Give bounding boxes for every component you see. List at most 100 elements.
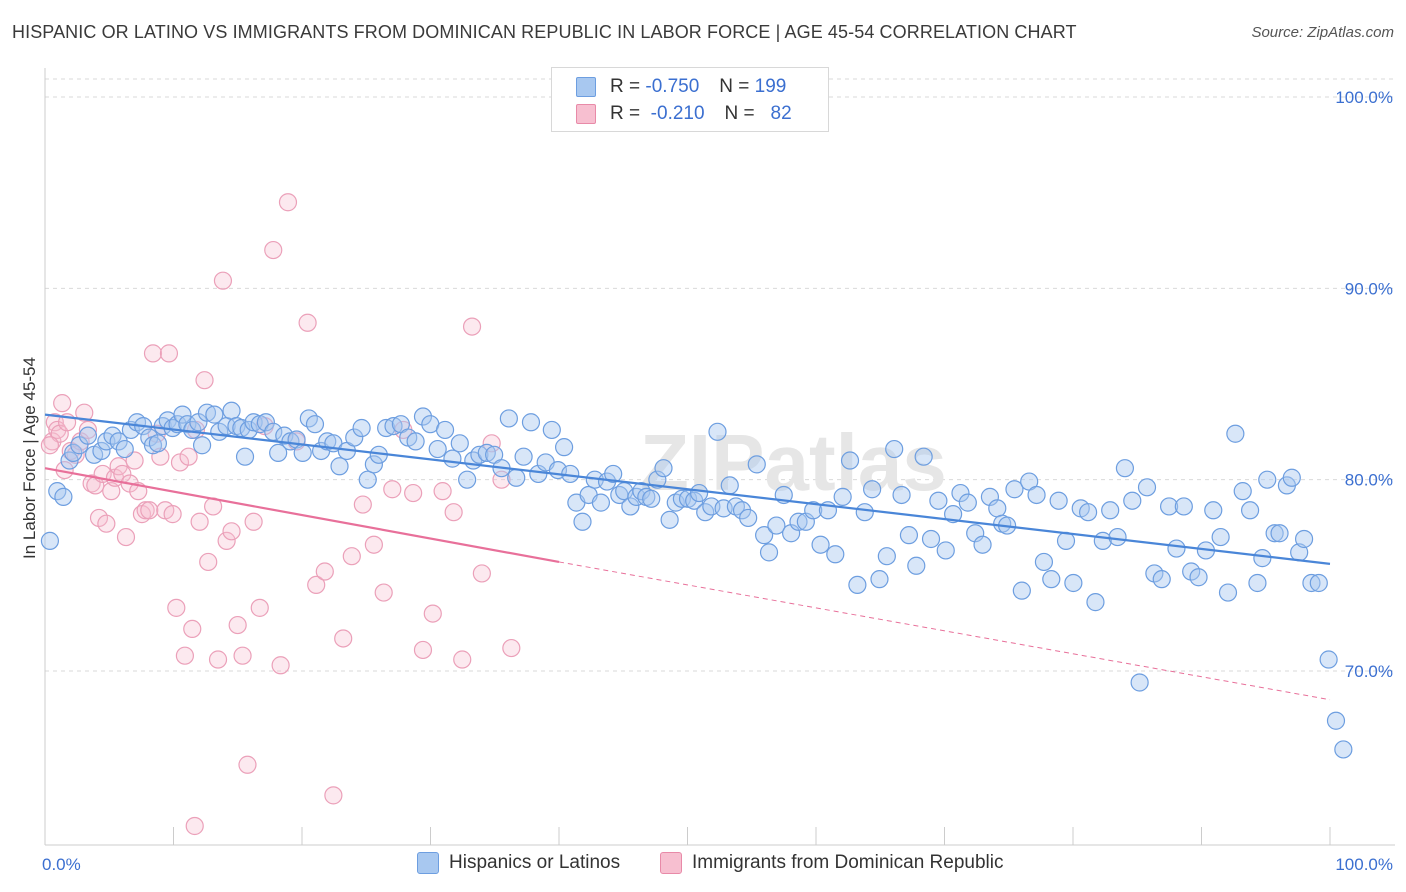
trend-line-hispanics (44, 413, 1331, 565)
point-hispanic (826, 545, 845, 564)
point-dominican (334, 629, 353, 648)
point-hispanic (477, 443, 496, 462)
legend-label-hispanics: Hispanics or Latinos (449, 852, 621, 873)
legend-row-blue: R = -0.750 N = 199 (576, 76, 786, 98)
point-hispanic (358, 470, 377, 489)
point-hispanic (173, 405, 192, 424)
pink-swatch (576, 104, 596, 124)
point-hispanic (951, 483, 970, 503)
point-dominican (140, 501, 159, 520)
point-hispanic (54, 487, 73, 506)
point-dominican (244, 512, 263, 531)
y-tick-labels: 70.0% 80.0% 90.0% 100.0% (1335, 88, 1393, 681)
legend-item-hispanics: Hispanics or Latinos (417, 852, 620, 874)
correlation-legend: R = -0.750 N = 199 R = -0.210 N = 82 (551, 67, 829, 132)
point-dominican (342, 547, 361, 566)
r-label: R = (610, 76, 641, 97)
point-dominican (433, 482, 452, 501)
point-hispanic (648, 470, 667, 489)
point-dominican (353, 495, 372, 514)
series-hispanics-points (40, 401, 1353, 759)
point-dominican (315, 562, 334, 581)
point-hispanic (1115, 459, 1135, 478)
point-hispanic (235, 447, 255, 466)
point-hispanic (1027, 485, 1046, 505)
point-hispanic (413, 407, 433, 426)
point-hispanic (811, 535, 830, 554)
point-hispanic (973, 535, 992, 554)
point-hispanic (907, 556, 926, 575)
point-dominican (502, 638, 521, 658)
point-hispanic (406, 432, 425, 451)
point-dominican (264, 240, 283, 260)
point-hispanic (863, 480, 882, 499)
point-hispanic (458, 470, 477, 489)
point-hispanic (921, 529, 941, 549)
point-hispanic (627, 487, 646, 506)
point-hispanic (305, 415, 325, 434)
point-hispanic (604, 464, 623, 484)
point-hispanic (514, 447, 533, 466)
x-tick-label: 100.0% (1335, 855, 1393, 874)
point-dominican (159, 344, 179, 363)
point-hispanic (929, 491, 948, 510)
point-dominican (462, 317, 482, 336)
point-dominican (374, 583, 393, 602)
point-hispanic (192, 436, 212, 455)
point-dominican (175, 646, 194, 665)
legend-item-dominican: Immigrants from Dominican Republic (660, 852, 1004, 874)
point-hispanic (1319, 650, 1338, 669)
point-hispanic (1302, 573, 1321, 593)
point-hispanic (205, 405, 224, 424)
legend-row-pink: R = -0.210 N = 82 (576, 103, 792, 125)
point-hispanic (269, 443, 288, 462)
x-tick-label: 0.0% (42, 855, 81, 874)
point-hispanic (1258, 470, 1277, 489)
point-dominican (183, 619, 202, 639)
point-dominican (199, 552, 218, 572)
point-hispanic (1204, 501, 1223, 520)
point-dominican (185, 816, 204, 836)
point-hispanic (1226, 424, 1245, 443)
point-hispanic (1326, 711, 1346, 730)
point-hispanic (542, 420, 561, 440)
point-hispanic (384, 416, 403, 436)
point-dominican (163, 505, 182, 524)
trend-line-dominican (44, 467, 560, 564)
point-hispanic (222, 401, 241, 420)
point-hispanic (1123, 491, 1142, 510)
trend-lines (44, 413, 1331, 701)
y-tick-label: 70.0% (1345, 662, 1393, 681)
point-hispanic (759, 543, 779, 562)
point-hispanic (1108, 527, 1127, 547)
point-hispanic (944, 505, 963, 524)
point-hispanic (521, 413, 541, 432)
point-hispanic (914, 447, 933, 466)
point-dominican (472, 564, 491, 583)
point-hispanic (1233, 482, 1252, 501)
point-hispanic (936, 541, 955, 560)
point-hispanic (1034, 552, 1054, 572)
point-hispanic (708, 422, 727, 441)
point-hispanic (755, 526, 774, 545)
point-hispanic (1064, 573, 1083, 593)
point-hispanic (1042, 570, 1061, 589)
point-hispanic (115, 439, 134, 459)
point-hispanic (450, 434, 469, 453)
point-hispanic (642, 489, 661, 508)
point-hispanic (660, 510, 679, 529)
point-hispanic (554, 438, 574, 457)
n-value-pink: 82 (770, 103, 792, 124)
point-hispanic (573, 512, 592, 531)
point-dominican (413, 640, 433, 660)
point-dominican (482, 434, 501, 453)
point-hispanic (591, 493, 611, 512)
point-hispanic (720, 476, 739, 495)
point-dominican (453, 650, 472, 669)
point-hispanic (689, 483, 709, 503)
point-dominican (324, 786, 343, 805)
point-dominican (238, 755, 257, 774)
y-axis-title: In Labor Force | Age 45-54 (20, 357, 39, 559)
point-hispanic (621, 497, 640, 516)
point-dominican (271, 656, 290, 675)
